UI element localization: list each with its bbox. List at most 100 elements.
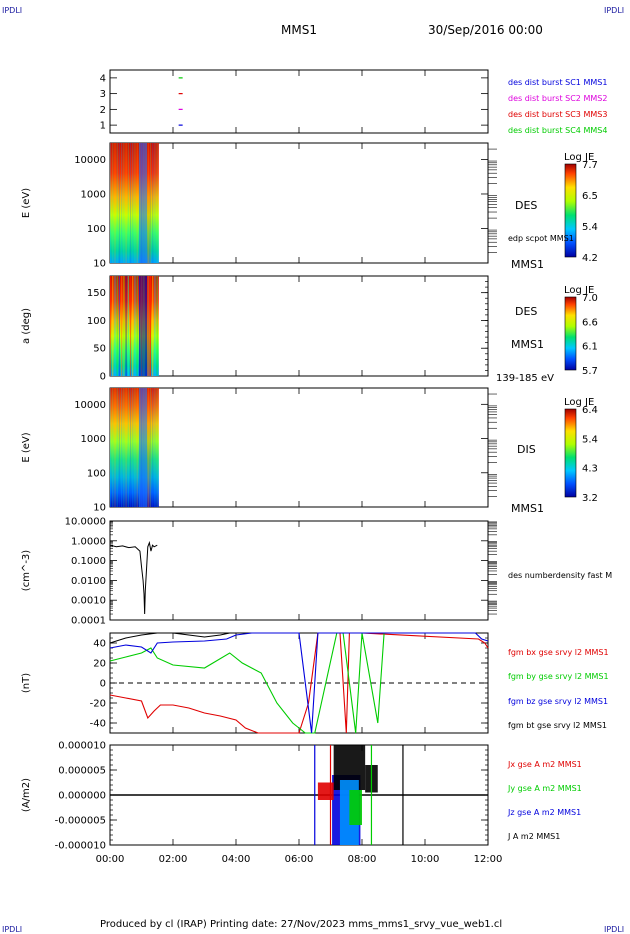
spectrogram-stripe (156, 276, 158, 376)
spectrogram-stripe (149, 388, 152, 507)
spectrogram-stripe (110, 276, 112, 376)
density-y-tick: 0.0010 (71, 596, 106, 607)
des-energy-extra-label: edp scpot MMS1 (508, 234, 574, 243)
spectrogram-stripe (118, 388, 120, 507)
current-legend-entry: Jx gse A m2 MMS1 (507, 760, 582, 769)
spectrogram-dip (139, 276, 148, 376)
spectrogram-stripe (134, 143, 136, 263)
spectrogram-stripe (129, 276, 132, 376)
colorbar-title: Log JE (564, 285, 594, 296)
spectrogram-stripe (147, 388, 149, 507)
corner-label-top-left: IPDLI (2, 6, 23, 15)
panel-frame (109, 387, 489, 508)
current-burst-block (349, 790, 362, 825)
current-y-tick: -0.000010 (55, 841, 106, 852)
burst-legend-entry: des dist burst SC1 MMS1 (508, 78, 607, 87)
date-title: 30/Sep/2016 00:00 (428, 23, 543, 37)
burst-y-tick: 1 (100, 121, 106, 132)
colorbar-tick-label: 3.2 (582, 493, 598, 504)
spectrogram-stripe (127, 388, 129, 507)
density-series-line (109, 540, 158, 615)
x-tick-label: 10:00 (411, 854, 440, 865)
spectrogram-dip (147, 276, 152, 376)
spectrogram-dip (139, 143, 148, 263)
current-y-label: (A/m2) (21, 778, 32, 812)
spectrogram-stripe (132, 143, 134, 263)
des-energy-instrument-label: DES (515, 199, 537, 212)
plot-area: 4 3 2 1 des dist burst SC1 MMS1 des dist burs… (21, 69, 612, 865)
dis-energy-y-tick: 100 (87, 468, 106, 479)
spectrogram-stripe (123, 388, 125, 507)
x-tick-label: 02:00 (159, 854, 188, 865)
current-burst-block (317, 782, 334, 800)
colorbar-title: Log JE (564, 397, 594, 408)
current-legend-entry: Jy gse A m2 MMS1 (507, 784, 582, 793)
spectrogram-stripe (116, 276, 118, 376)
colorbar-tick-label: 5.4 (582, 222, 598, 233)
spectrogram-stripe (132, 276, 134, 376)
spectrogram-fill (110, 143, 159, 263)
current-y-tick: 0.000000 (58, 791, 106, 802)
x-tick-label: 08:00 (348, 854, 377, 865)
colorbar (564, 408, 577, 498)
bfield-y-tick: -20 (90, 699, 106, 710)
spectrogram-stripe (129, 388, 132, 507)
spectrogram-stripe (123, 143, 125, 263)
des-pitch-instrument-label: DES (515, 305, 537, 318)
des-energy-y-tick: 100 (87, 224, 106, 235)
spectrogram-dip (139, 388, 148, 507)
bfield-y-tick: 20 (93, 659, 106, 670)
des-pitch-y-tick: 50 (93, 344, 106, 355)
bfield-y-tick: 40 (93, 639, 106, 650)
colorbar-title: Log JE (564, 152, 594, 163)
density-y-tick: 0.0001 (71, 616, 106, 627)
des-pitch-y-tick: 150 (87, 288, 106, 299)
spectrogram-stripe (127, 143, 129, 263)
current-legend-entry: J A m2 MMS1 (507, 832, 560, 841)
burst-legend-entry: des dist burst SC4 MMS4 (508, 126, 607, 135)
colorbar-tick-label: 4.3 (582, 464, 598, 475)
spectrogram-stripe (156, 388, 158, 507)
footer-credit: Produced by cl (IRAP) Printing date: 27/… (100, 919, 503, 930)
spectrogram-stripe (149, 143, 152, 263)
colorbar-tick-label: 6.6 (582, 317, 598, 328)
x-tick-label: 12:00 (474, 854, 503, 865)
burst-legend-entry: des dist burst SC3 MMS3 (508, 110, 607, 119)
spectrogram-stripe (136, 276, 138, 376)
des-pitch-y-label: a (deg) (21, 308, 32, 344)
des-energy-y-tick: 10000 (74, 155, 106, 166)
spectrogram-stripe (154, 276, 156, 376)
panel-frame (109, 275, 489, 377)
corner-label-top-right: IPDLI (604, 6, 625, 15)
spectrogram-stripe (110, 143, 112, 263)
burst-y-tick: 2 (100, 105, 106, 116)
bfield-series-line (109, 632, 489, 734)
bfield-legend-entry: fgm by gse srvy l2 MMS1 (508, 672, 609, 681)
des-pitch-y-tick: 100 (87, 316, 106, 327)
spectrogram-stripe (154, 143, 156, 263)
spectrogram-stripe (110, 388, 112, 507)
spectrogram-stripe (114, 276, 116, 376)
dis-energy-instrument-label: DIS (517, 443, 536, 456)
spectrogram-stripe (154, 388, 156, 507)
spectrogram-stripe (112, 388, 114, 507)
spectrogram-stripe (118, 276, 120, 376)
colorbar-tick-label: 7.7 (582, 160, 598, 171)
spectrogram-stripe (152, 388, 154, 507)
spectrogram-stripe (116, 388, 118, 507)
spectrogram-stripe (125, 143, 127, 263)
spectrogram-stripe (112, 276, 114, 376)
dis-energy-y-tick: 10000 (74, 400, 106, 411)
bfield-legend-entry: fgm bx gse srvy l2 MMS1 (508, 648, 609, 657)
spectrogram-stripe (121, 143, 123, 263)
density-y-tick: 0.0100 (71, 576, 106, 587)
colorbar-tick-label: 5.4 (582, 434, 598, 445)
spectrogram-stripe (136, 388, 138, 507)
spectrogram-stripe (134, 388, 136, 507)
des-pitch-y-tick: 0 (100, 372, 106, 383)
density-y-tick: 10.0000 (65, 517, 106, 528)
colorbar-tick-label: 6.5 (582, 191, 598, 202)
panel-frame (109, 142, 489, 264)
spectrogram-stripe (121, 388, 123, 507)
spectrogram-stripe (156, 143, 158, 263)
